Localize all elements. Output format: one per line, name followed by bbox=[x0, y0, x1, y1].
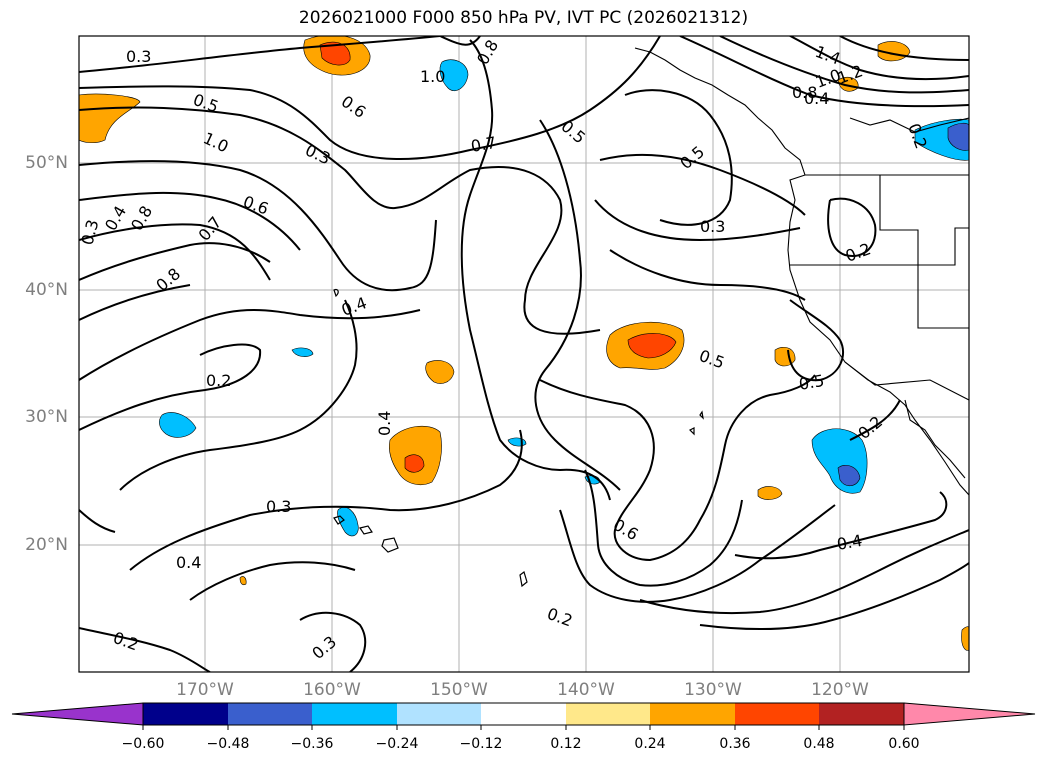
colorbar-segment bbox=[228, 703, 312, 725]
ivt-positive-core bbox=[627, 333, 677, 359]
contour-label: 0.4 bbox=[804, 89, 829, 108]
colorbar-tick-label: −0.48 bbox=[206, 736, 250, 752]
colorbar-segment bbox=[650, 703, 735, 725]
colorbar-tick-label: −0.36 bbox=[290, 736, 334, 752]
map-frame bbox=[78, 35, 970, 673]
colorbar-extend-low bbox=[11, 702, 144, 726]
islands bbox=[333, 288, 704, 588]
ivt-negative-region bbox=[439, 59, 469, 92]
contour-label: 0.8 bbox=[792, 83, 817, 102]
lon-label: 170°W bbox=[176, 680, 234, 700]
ivt-positive-region bbox=[774, 347, 796, 367]
colorbar-tick-label: −0.60 bbox=[121, 736, 165, 752]
contour-label: 0.2 bbox=[206, 371, 231, 390]
colorbar-extend-high bbox=[903, 702, 1036, 726]
lat-label: 40°N bbox=[25, 280, 68, 300]
ivt-positive-region bbox=[425, 360, 455, 384]
coastlines bbox=[634, 47, 969, 496]
ivt-positive-core bbox=[319, 41, 351, 66]
contour-label: 0.3 bbox=[700, 217, 725, 236]
map-title: 2026021000 F000 850 hPa PV, IVT PC (2026… bbox=[298, 8, 749, 28]
colorbar-segment bbox=[143, 703, 228, 725]
lon-label: 140°W bbox=[557, 680, 615, 700]
colorbar bbox=[11, 702, 1036, 730]
colorbar-tick-label: 0.24 bbox=[634, 736, 666, 752]
map-area bbox=[79, 36, 969, 672]
ivt-negative-core bbox=[947, 122, 969, 151]
ivt-positive-region bbox=[79, 93, 141, 144]
ivt-negative-core bbox=[837, 465, 861, 487]
colorbar-tick-label: −0.24 bbox=[375, 736, 419, 752]
contour-label: 0.4 bbox=[176, 553, 201, 572]
gridlines bbox=[79, 36, 969, 672]
ivt-positive-region bbox=[961, 626, 969, 651]
colorbar-segment bbox=[312, 703, 397, 725]
colorbar-tick-label: 0.36 bbox=[719, 736, 751, 752]
lon-label: 150°W bbox=[430, 680, 488, 700]
ivt-positive-core bbox=[404, 454, 425, 473]
lat-label: 30°N bbox=[25, 407, 68, 427]
colorbar-tick-label: 0.12 bbox=[550, 736, 582, 752]
contour-label: 0.3 bbox=[266, 497, 291, 516]
colorbar-segment bbox=[819, 703, 904, 725]
colorbar-segment bbox=[735, 703, 819, 725]
ivt-negative-region bbox=[291, 347, 314, 357]
pv-contours bbox=[79, 36, 969, 672]
contour-label: 0.4 bbox=[835, 531, 863, 554]
lon-label: 160°W bbox=[303, 680, 361, 700]
ivt-negative-region bbox=[159, 412, 197, 438]
contour-labels: 0.3 0.5 1.0 0.3 0.6 0.8 1.0 0.7 0.5 0.5 … bbox=[78, 36, 931, 663]
colorbar-segment bbox=[397, 703, 481, 725]
colorbar-tick-label: −0.12 bbox=[459, 736, 503, 752]
colorbar-tick-label: 0.60 bbox=[888, 736, 920, 752]
contour-label: 0.3 bbox=[126, 47, 151, 66]
ivt-positive-region bbox=[757, 486, 783, 500]
colorbar-segment bbox=[566, 703, 650, 725]
ivt-positive-region bbox=[239, 576, 247, 586]
contour-label: 0.7 bbox=[469, 133, 497, 156]
ivt-negative-region bbox=[337, 506, 359, 537]
contour-label: 0.4 bbox=[375, 411, 394, 436]
lon-label: 130°W bbox=[684, 680, 742, 700]
lat-label: 50°N bbox=[25, 153, 68, 173]
colorbar-tick-label: 0.48 bbox=[803, 736, 835, 752]
colorbar-segment bbox=[481, 703, 566, 725]
lat-label: 20°N bbox=[25, 535, 68, 555]
contour-label: 0.5 bbox=[797, 371, 825, 394]
contour-label: 1.0 bbox=[420, 67, 445, 86]
ivt-filled-regions bbox=[79, 36, 969, 651]
lon-label: 120°W bbox=[811, 680, 869, 700]
